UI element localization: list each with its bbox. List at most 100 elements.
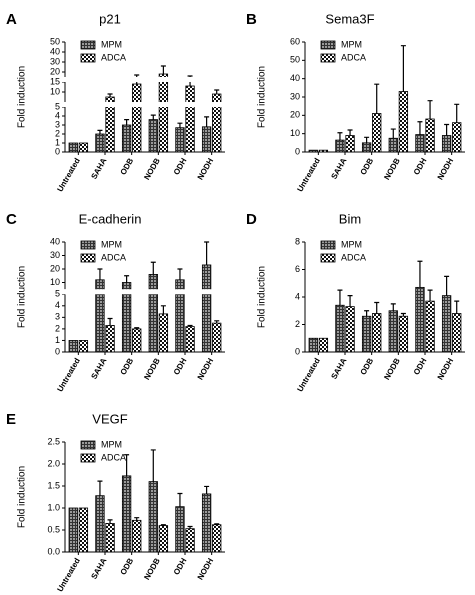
panel-title: E-cadherin — [79, 211, 142, 226]
bar — [361, 142, 372, 153]
x-tick-label: NODH — [436, 156, 456, 181]
bar — [78, 340, 89, 353]
bar — [68, 142, 78, 153]
error-bar — [204, 241, 210, 265]
bar — [78, 507, 89, 553]
y-tick-label: 1.0 — [47, 502, 60, 512]
x-tick-label: NODH — [436, 356, 456, 381]
y-tick-label: 4 — [55, 110, 60, 120]
error-bar — [214, 523, 220, 525]
bar — [212, 322, 222, 353]
y-tick-label: 20 — [50, 263, 60, 273]
y-tick-label: 0 — [55, 346, 60, 356]
error-bar — [187, 324, 193, 327]
error-bar — [214, 89, 220, 94]
error-bar — [214, 320, 220, 324]
bar — [308, 149, 318, 153]
y-tick-label: 30 — [290, 91, 300, 101]
bar — [95, 133, 105, 153]
error-bar — [364, 136, 370, 143]
legend-label: MPM — [101, 39, 122, 49]
error-bar — [444, 123, 450, 136]
error-bar — [347, 129, 353, 136]
error-bar — [124, 454, 130, 476]
y-tick-label: 2 — [55, 323, 60, 333]
x-tick-label: Untreated — [55, 156, 82, 193]
legend-label: ADCA — [101, 452, 126, 462]
x-tick-label: ODH — [172, 156, 189, 176]
bar — [148, 119, 158, 153]
legend-swatch — [80, 253, 96, 263]
y-tick-label: 40 — [50, 236, 60, 246]
y-tick-label: 0.0 — [47, 546, 60, 556]
legend-swatch — [80, 240, 96, 250]
bar — [425, 300, 435, 353]
bar — [201, 264, 212, 353]
legend-label: MPM — [101, 439, 122, 449]
error-bar — [204, 116, 210, 127]
x-tick-label: NODB — [142, 556, 162, 581]
bar — [158, 73, 169, 153]
error-bar — [417, 121, 423, 135]
legend-label: MPM — [101, 239, 122, 249]
axis-break — [61, 102, 225, 107]
legend-swatch — [80, 53, 96, 63]
bar — [148, 273, 158, 353]
y-axis-label: Fold induction — [17, 66, 28, 128]
bar — [201, 493, 212, 553]
bar — [425, 118, 435, 153]
bar — [78, 142, 89, 153]
bar — [121, 124, 132, 153]
error-bar — [400, 45, 406, 92]
y-tick-label: 2.0 — [47, 458, 60, 468]
bar — [132, 519, 142, 553]
error-bar — [177, 122, 183, 128]
error-bar — [97, 268, 103, 280]
bar — [105, 523, 115, 553]
x-tick-label: NODB — [142, 356, 162, 381]
panel-letter: A — [6, 11, 17, 28]
axis-break — [61, 77, 225, 82]
y-tick-label: 15 — [50, 76, 60, 86]
y-tick-label: 2.5 — [47, 436, 60, 446]
panel-title: VEGF — [92, 411, 127, 426]
error-bar — [427, 100, 433, 119]
y-tick-label: 6 — [295, 264, 300, 274]
error-bar — [390, 128, 396, 139]
panel-title: Bim — [339, 211, 361, 226]
panel-letter: E — [6, 411, 16, 428]
error-bar — [187, 525, 193, 529]
y-axis-label: Fold induction — [257, 66, 268, 128]
x-tick-label: Untreated — [55, 556, 82, 593]
bar — [175, 506, 185, 553]
legend-swatch — [320, 53, 336, 63]
panel: E VEGF Fold induction 0.0 0.5 1.0 1.5 2.0 2.5 Unt… — [6, 411, 225, 593]
legend-label: ADCA — [341, 52, 366, 62]
y-tick-label: 0 — [55, 146, 60, 156]
bar — [132, 328, 142, 353]
x-tick-label: NODB — [142, 156, 162, 181]
y-tick-label: 40 — [50, 46, 60, 56]
bar — [388, 137, 398, 153]
bar — [132, 83, 142, 153]
bar — [335, 304, 345, 353]
x-tick-label: SAHA — [329, 156, 348, 180]
x-tick-label: ODH — [412, 156, 429, 176]
bar — [308, 337, 318, 353]
error-bar — [107, 519, 113, 524]
y-tick-label: 0 — [295, 346, 300, 356]
x-tick-label: SAHA — [89, 556, 108, 580]
bar — [372, 313, 382, 353]
y-tick-label: 30 — [50, 56, 60, 66]
bar — [345, 306, 355, 353]
error-bar — [107, 93, 113, 97]
y-tick-label: 60 — [290, 36, 300, 46]
error-bar — [427, 289, 433, 302]
error-bar — [177, 492, 183, 507]
y-tick-label: 4 — [55, 300, 60, 310]
x-tick-label: ODH — [172, 556, 189, 576]
bar — [95, 495, 105, 553]
legend-swatch — [80, 440, 96, 450]
y-tick-label: 0.5 — [47, 524, 60, 534]
